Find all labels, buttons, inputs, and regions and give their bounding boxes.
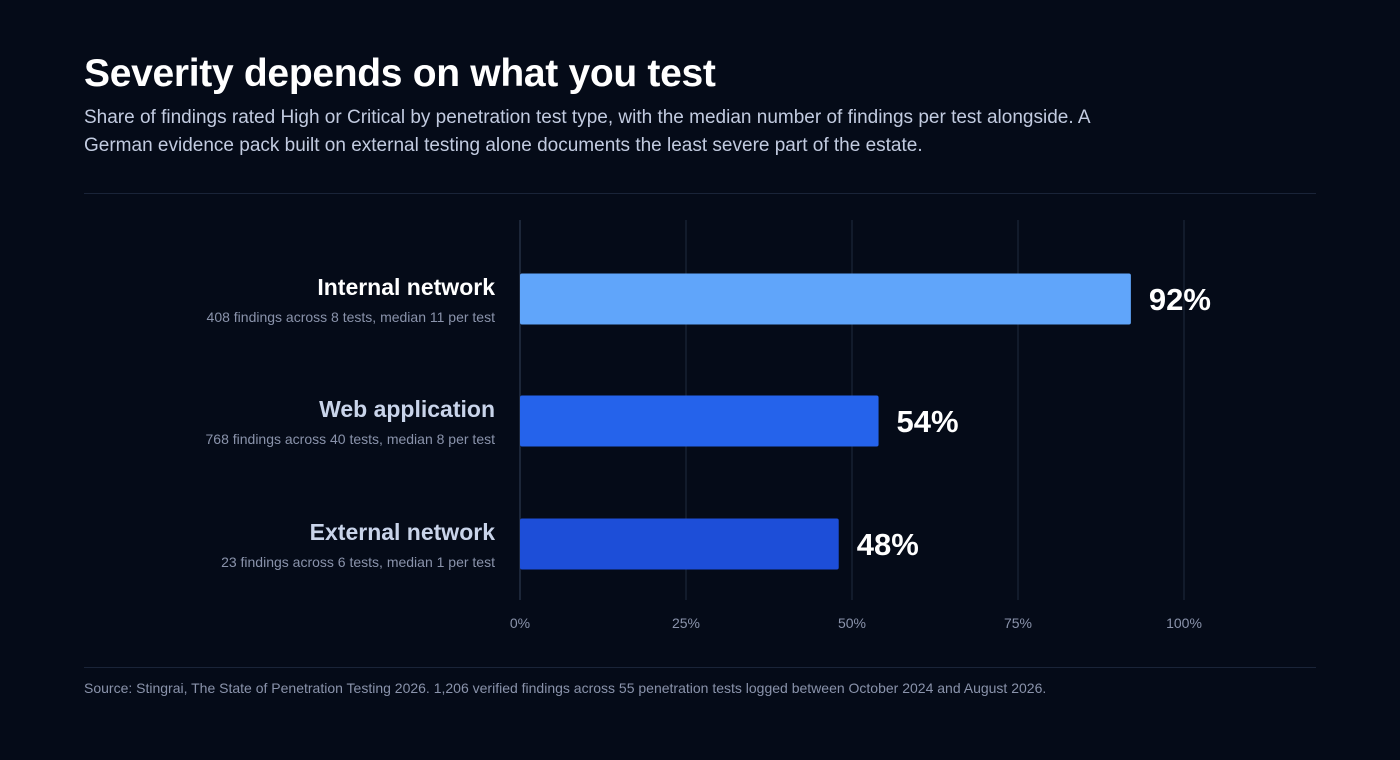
category-label: Web application [319,396,495,422]
top-divider [84,193,1316,194]
value-label: 54% [897,404,959,439]
bottom-divider [84,667,1316,668]
source-note: Source: Stingrai, The State of Penetrati… [84,680,1047,696]
value-label: 92% [1149,282,1211,317]
x-tick-label: 25% [672,615,700,631]
x-tick-label: 100% [1166,615,1202,631]
x-tick-label: 0% [510,615,530,631]
chart-title: Severity depends on what you test [84,52,716,95]
category-label: External network [310,519,496,545]
value-label: 48% [857,527,919,562]
bar [520,518,839,570]
chart-subtitle: Share of findings rated High or Critical… [84,107,1090,156]
x-tick-label: 75% [1004,615,1032,631]
category-description: 23 findings across 6 tests, median 1 per… [221,554,495,570]
category-description: 408 findings across 8 tests, median 11 p… [207,309,496,325]
bar [520,395,879,447]
x-tick-label: 50% [838,615,866,631]
category-label: Internal network [317,274,495,300]
category-description: 768 findings across 40 tests, median 8 p… [206,431,496,447]
bar [520,273,1131,325]
